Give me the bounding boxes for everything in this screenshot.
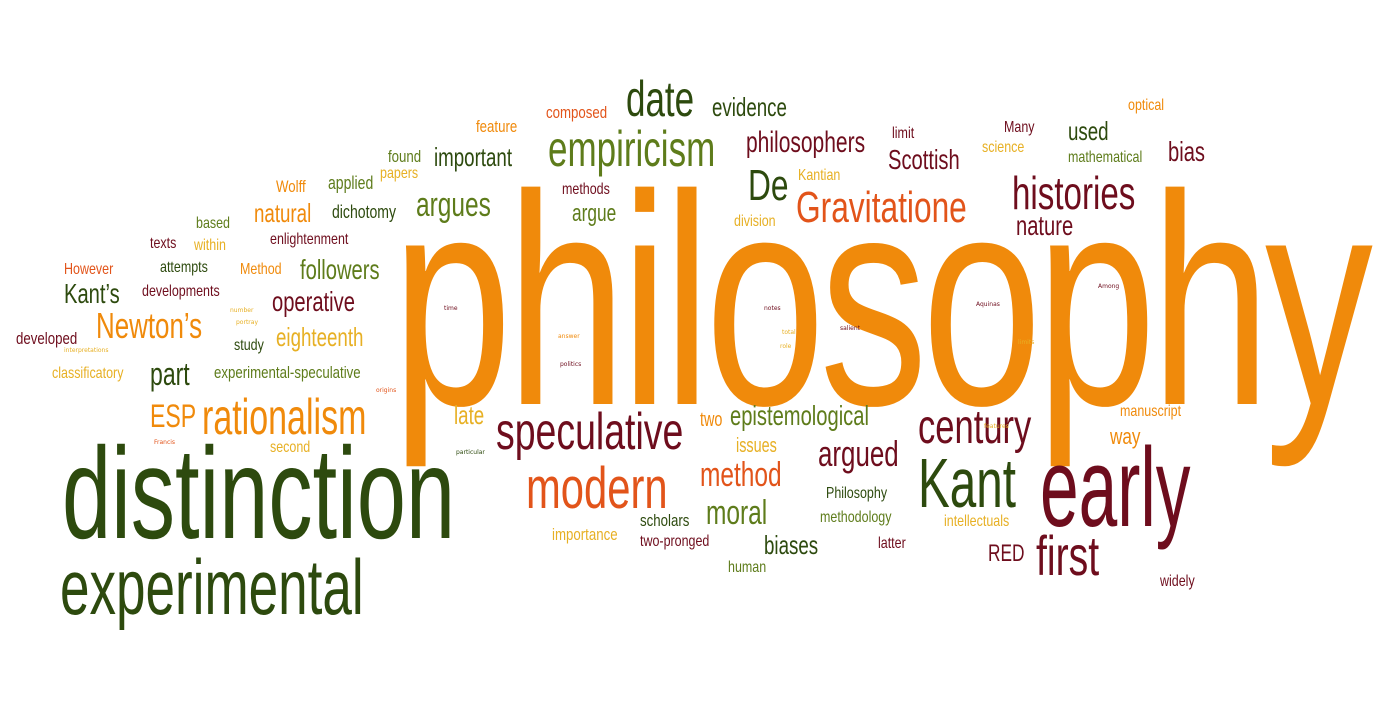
word-widely: widely: [1160, 573, 1195, 590]
word-date: date: [626, 71, 695, 127]
word-human: human: [728, 559, 767, 576]
word-tiny-aquinas: Aquinas: [976, 301, 1000, 308]
word-followers: followers: [300, 254, 380, 285]
word-epistemological: epistemological: [730, 400, 869, 431]
word-optical: optical: [1128, 97, 1165, 114]
word-evidence: evidence: [712, 92, 787, 122]
word-way: way: [1110, 424, 1141, 449]
word-modern: modern: [526, 456, 668, 521]
word-tiny-interpretations: interpretations: [64, 347, 109, 354]
word-issues: issues: [736, 435, 777, 457]
word-wolff: Wolff: [276, 177, 306, 196]
word-second: second: [270, 439, 311, 456]
word-developments: developments: [142, 283, 220, 300]
word-kant: Kant: [918, 444, 1016, 522]
word-methodology: methodology: [820, 509, 892, 526]
word-applied: applied: [328, 173, 374, 193]
word-mathematical: mathematical: [1068, 149, 1143, 166]
word-first: first: [1036, 524, 1100, 587]
word-red: RED: [988, 540, 1025, 567]
word-tiny-answer: answer: [558, 333, 580, 340]
word-kantian: Kantian: [798, 167, 841, 184]
word-tiny-politics: politics: [560, 361, 582, 368]
word-histories: histories: [1012, 167, 1136, 219]
word-found: found: [388, 147, 422, 166]
word-distinction: distinction: [62, 420, 456, 566]
word-century: century: [918, 401, 1032, 454]
word-however: However: [64, 261, 114, 278]
word-tiny-origins: origins: [376, 387, 397, 394]
word-tiny-particular: particular: [456, 449, 485, 456]
word-gravitatione: Gravitatione: [796, 183, 967, 232]
word-tiny-number: number: [230, 307, 254, 314]
word-operative: operative: [272, 286, 355, 317]
word-composed: composed: [546, 103, 608, 122]
word-two: two: [700, 409, 723, 431]
word-method-small: Method: [240, 261, 282, 278]
word-experimental: experimental: [60, 543, 364, 631]
word-natural: natural: [254, 198, 312, 228]
word-intellectuals: intellectuals: [944, 513, 1010, 530]
word-scottish: Scottish: [888, 144, 960, 175]
word-newtons: Newton’s: [96, 305, 203, 346]
word-based: based: [196, 215, 231, 232]
word-philosophers: philosophers: [746, 126, 866, 159]
word-attempts: attempts: [160, 259, 208, 276]
word-limit: limit: [892, 125, 915, 142]
word-tiny-notes: notes: [764, 305, 781, 312]
word-experimental-speculative: experimental-speculative: [214, 363, 361, 382]
word-argued: argued: [818, 433, 899, 474]
word-tiny-time: time: [444, 305, 458, 312]
word-philosophy: philosophy: [392, 132, 1373, 468]
word-tiny-portray: portray: [236, 319, 258, 326]
word-kants: Kant’s: [64, 278, 120, 309]
word-dichotomy: dichotomy: [332, 202, 396, 222]
word-within: within: [194, 237, 226, 254]
word-papers: papers: [380, 165, 419, 182]
word-developed: developed: [16, 329, 78, 348]
word-division: division: [734, 213, 776, 230]
word-enlightenment: enlightenment: [270, 231, 349, 248]
word-late: late: [454, 400, 485, 430]
word-study: study: [234, 337, 264, 354]
word-empiricism: empiricism: [548, 121, 716, 177]
word-many: Many: [1004, 119, 1035, 136]
word-argues: argues: [416, 186, 491, 224]
word-speculative: speculative: [496, 403, 684, 461]
word-tiny-limits: limits: [1018, 339, 1035, 346]
word-tiny-total: total: [782, 329, 796, 336]
word-early: early: [1040, 425, 1191, 550]
word-de: De: [748, 161, 789, 210]
word-rationalism: rationalism: [202, 389, 367, 445]
word-nature: nature: [1016, 210, 1074, 241]
word-argue: argue: [572, 200, 617, 227]
word-scholars: scholars: [640, 511, 690, 530]
word-texts: texts: [150, 235, 177, 252]
word-tiny-salient: salient: [840, 325, 860, 332]
word-biases: biases: [764, 530, 819, 560]
word-tiny-features: features: [984, 423, 1009, 430]
word-esp: ESP: [150, 398, 197, 434]
word-method: method: [700, 456, 782, 494]
word-science: science: [982, 139, 1025, 156]
word-methods: methods: [562, 181, 610, 198]
word-part: part: [150, 356, 190, 392]
word-feature: feature: [476, 117, 518, 136]
word-two-pronged: two-pronged: [640, 533, 710, 550]
word-manuscript: manuscript: [1120, 403, 1182, 420]
word-latter: latter: [878, 535, 906, 552]
word-importance: importance: [552, 525, 618, 544]
word-eighteenth: eighteenth: [276, 322, 364, 352]
word-moral: moral: [706, 494, 768, 532]
word-tiny-francis: Francis: [154, 439, 176, 446]
word-classificatory: classificatory: [52, 365, 124, 382]
word-tiny-role: role: [780, 343, 792, 350]
word-important: important: [434, 142, 513, 172]
word-philosophy-cap: Philosophy: [826, 485, 888, 502]
word-tiny-among: Among: [1098, 283, 1120, 290]
word-used: used: [1068, 116, 1109, 146]
word-bias: bias: [1168, 136, 1205, 167]
